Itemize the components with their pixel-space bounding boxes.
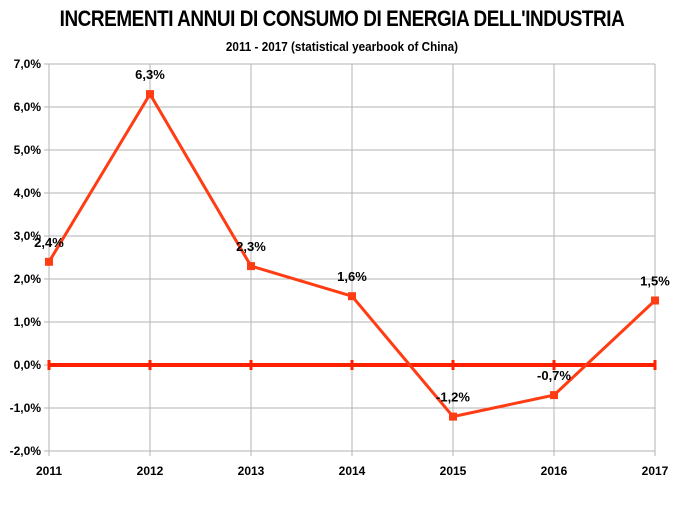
- data-label: 2,4%: [34, 235, 64, 250]
- x-tick-label: 2016: [541, 464, 568, 478]
- y-tick-label: -1,0%: [10, 401, 42, 415]
- data-label: 1,5%: [640, 274, 670, 289]
- data-label: 1,6%: [337, 269, 367, 284]
- chart-title: INCREMENTI ANNUI DI CONSUMO DI ENERGIA D…: [59, 6, 625, 31]
- data-label-layer: 2,4% 6,3% 2,3% 1,6% -1,2% -0,7% 1,5%: [34, 67, 670, 405]
- data-point: [146, 90, 154, 99]
- data-label: -1,2%: [436, 390, 470, 405]
- y-tick-label: 0,0%: [14, 358, 42, 372]
- y-tick-label: 2,0%: [14, 272, 42, 286]
- grid-layer: [48, 63, 656, 452]
- x-tick-label: 2015: [440, 464, 467, 478]
- y-tick-label: 6,0%: [14, 100, 42, 114]
- y-tick-label: 1,0%: [14, 315, 42, 329]
- data-point: [247, 262, 255, 271]
- data-point: [449, 412, 457, 421]
- y-tick-label: -2,0%: [10, 444, 42, 458]
- series-layer: [45, 90, 659, 421]
- data-point: [651, 296, 659, 305]
- data-label: 6,3%: [135, 67, 165, 82]
- y-tick-label: 3,0%: [14, 229, 42, 243]
- x-tick-label: 2012: [137, 464, 164, 478]
- y-tick-label: 5,0%: [14, 143, 42, 157]
- y-tick-label: 7,0%: [14, 57, 42, 71]
- x-tick-label: 2017: [642, 464, 669, 478]
- data-label: -0,7%: [537, 368, 571, 383]
- x-tick-label: 2011: [36, 464, 62, 478]
- data-point: [550, 391, 558, 400]
- x-tick-label: 2013: [238, 464, 265, 478]
- data-point: [348, 292, 356, 301]
- chart-subtitle: 2011 - 2017 (statistical yearbook of Chi…: [225, 39, 459, 54]
- x-tick-label: 2014: [339, 464, 366, 478]
- data-label: 2,3%: [236, 239, 266, 254]
- y-tick-label: 4,0%: [14, 186, 42, 200]
- axis-layer: 7,0% 6,0% 5,0% 4,0% 3,0% 2,0% 1,0% 0,0% -1,0% -2,…: [10, 57, 669, 478]
- data-point: [45, 257, 53, 266]
